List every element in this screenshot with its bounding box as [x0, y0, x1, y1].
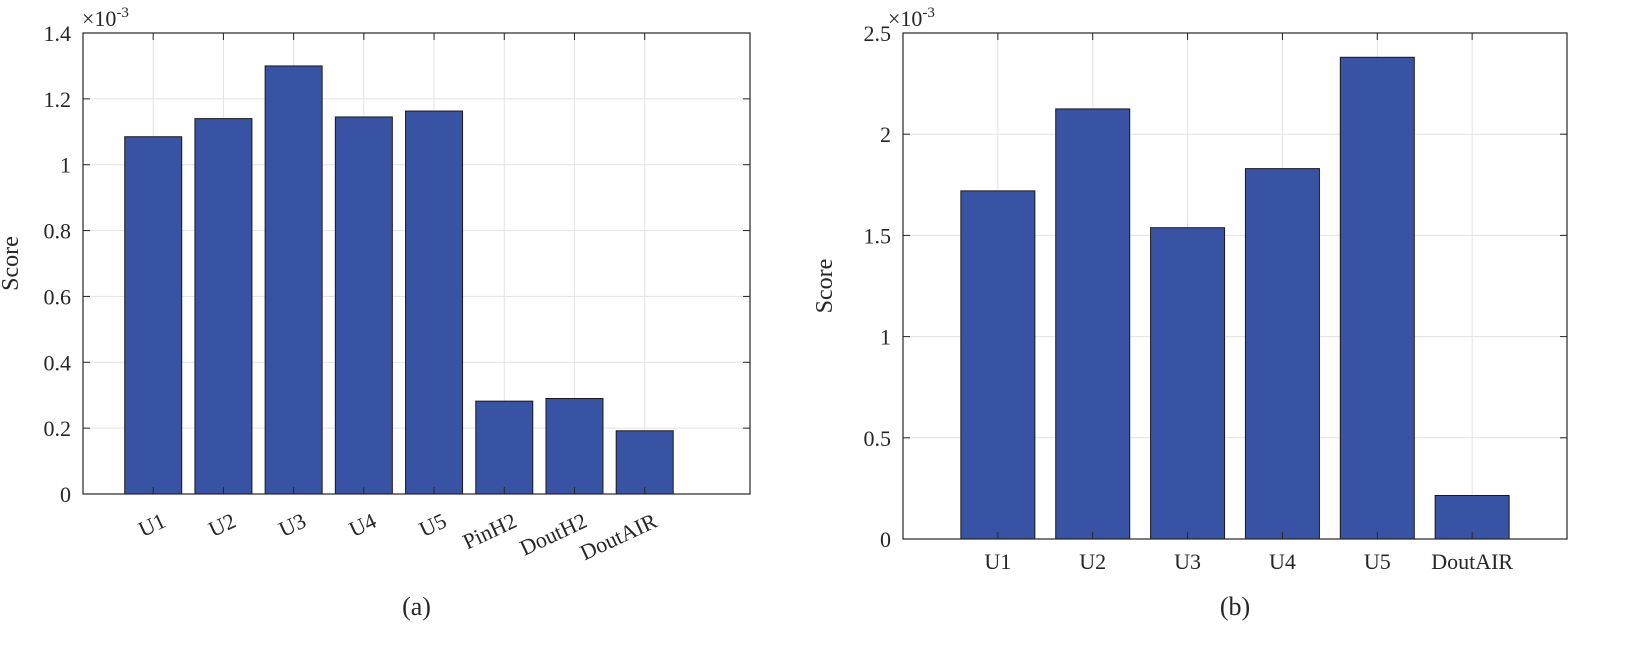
y-axis-label-a: Score	[0, 236, 24, 291]
bar-DoutAIR	[615, 430, 674, 495]
bar-U5	[405, 110, 464, 495]
bar-U4	[1244, 168, 1320, 540]
exponent-base-b: ×10	[888, 6, 922, 31]
bar-U4	[334, 116, 393, 495]
y-tick-labels-a: 0 0.2 0.4 0.6 0.8 1 1.2 1.4	[44, 21, 72, 507]
caption-a: (a)	[402, 592, 431, 621]
ticks-b	[903, 32, 1567, 540]
y-tick-label: 2.5	[864, 21, 892, 46]
y-tick-label: 0	[880, 527, 891, 552]
axes-frame-a	[82, 32, 751, 495]
y-tick-label: 0.4	[44, 350, 72, 375]
x-tick-label: U3	[1174, 549, 1201, 574]
x-tick-label: U4	[345, 508, 380, 542]
bar-U3	[1150, 227, 1226, 540]
bar-U5	[1339, 56, 1415, 540]
bar-U1	[124, 136, 183, 495]
x-tick-label: DoutAIR	[576, 508, 661, 565]
y-tick-label: 0.2	[44, 416, 72, 441]
y-axis-label-b: Score	[812, 259, 838, 314]
bar-DoutH2	[545, 398, 604, 495]
axes-frame-b	[902, 32, 1568, 540]
x-tick-label: U1	[984, 549, 1011, 574]
exponent-base-a: ×10	[82, 6, 116, 31]
y-tick-label: 1	[880, 325, 891, 350]
exponent-power-a: -3	[116, 5, 129, 21]
y-tick-label: 1	[60, 153, 71, 178]
y-tick-labels-b: 0 0.5 1 1.5 2 2.5	[864, 21, 892, 552]
bar-DoutAIR	[1434, 494, 1510, 540]
x-tick-label: PinH2	[459, 508, 521, 554]
y-tick-label: 2	[880, 122, 891, 147]
x-tick-labels-b: U1 U2 U3 U4 U5 DoutAIR	[984, 549, 1513, 574]
x-tick-label: U3	[275, 508, 310, 542]
bar-U1	[960, 190, 1036, 540]
chart-panel-a: 00.20.40.60.811.21.4 U1 U2 U3 U4 U5 PinH2Dout…	[0, 5, 751, 621]
y-tick-label: 0	[60, 482, 71, 507]
y-tick-label: 1.4	[44, 21, 72, 46]
bars-b	[960, 56, 1510, 540]
exponent-power-b: -3	[922, 5, 935, 21]
x-tick-label: U4	[1269, 549, 1296, 574]
chart-panel-b: 0 0.5 1 1.5 2 2.5 U1 U2 U3 U4 U5 DoutAIR Score ×10…	[812, 5, 1568, 621]
y-tick-label: 0.6	[44, 284, 72, 309]
y-tick-label: 0.8	[44, 219, 72, 244]
x-tick-label: U5	[1364, 549, 1391, 574]
y-tick-label: 1.2	[44, 87, 72, 112]
y-tick-label: 1.5	[864, 223, 892, 248]
x-tick-label: U5	[415, 508, 450, 542]
exponent-label-b: ×10-3	[888, 5, 935, 31]
ticks-a	[83, 32, 750, 495]
x-tick-label: U2	[1079, 549, 1106, 574]
caption-b: (b)	[1220, 592, 1250, 621]
x-tick-label: U2	[205, 508, 240, 542]
x-tick-label: U1	[134, 508, 169, 542]
x-tick-label: DoutH2	[516, 508, 591, 561]
bar-PinH2	[475, 400, 534, 495]
bar-U2	[194, 118, 253, 495]
x-tick-label: DoutAIR	[1431, 549, 1513, 574]
bars-a	[124, 65, 674, 495]
exponent-label-a: ×10-3	[82, 5, 129, 31]
bar-U2	[1055, 108, 1131, 540]
bar-U3	[264, 65, 323, 495]
y-tick-label: 0.5	[864, 426, 892, 451]
